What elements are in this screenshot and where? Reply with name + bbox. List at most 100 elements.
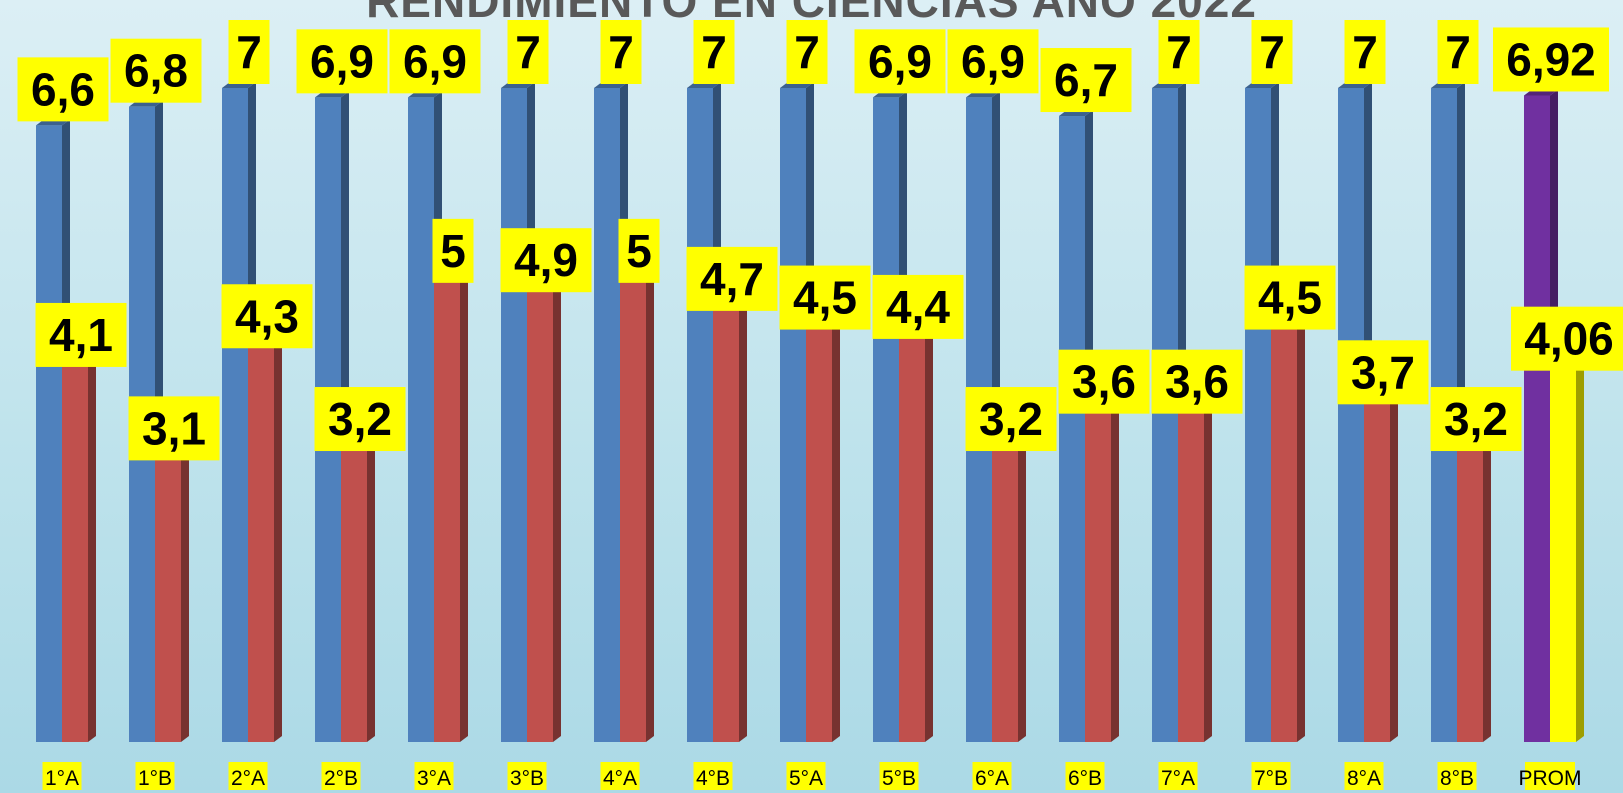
data-label-series1-1-bg (110, 38, 202, 103)
data-label-series1-1: 6,8 (124, 45, 188, 97)
bar-series2-13 (1271, 315, 1305, 742)
category-label-bg-13 (1251, 762, 1291, 790)
data-label-series2-2-bg (221, 284, 313, 349)
data-label-series2-6-bg (618, 218, 660, 283)
data-label-series1-16-bg (1493, 27, 1609, 92)
category-label-bg-1 (135, 762, 175, 790)
category-label-bg-16 (1525, 762, 1575, 790)
data-label-series2-6: 5 (626, 225, 652, 277)
bar-series2-6 (620, 268, 654, 742)
data-label-series2-15: 3,2 (1444, 393, 1508, 445)
category-label-bg-15 (1437, 762, 1477, 790)
bar-series2-11 (1085, 399, 1119, 742)
data-label-series1-2: 7 (236, 26, 262, 78)
bar-series2-12 (1178, 399, 1212, 742)
data-label-series1-0: 6,6 (31, 63, 95, 115)
data-label-series2-11: 3,6 (1072, 356, 1136, 408)
data-label-series2-0: 4,1 (49, 309, 113, 361)
bar-series1-9 (873, 91, 907, 743)
bar-series2-1 (155, 446, 189, 742)
data-label-series1-0-bg (17, 57, 109, 122)
data-label-series1-14: 7 (1352, 26, 1378, 78)
data-label-series2-0-bg (35, 302, 127, 367)
category-label-2: 2°A (231, 767, 265, 790)
data-label-series1-9-bg (854, 29, 946, 94)
data-label-series2-4: 5 (440, 225, 466, 277)
category-label-bg-10 (972, 762, 1012, 790)
data-label-series2-13: 4,5 (1258, 272, 1322, 324)
data-label-series2-7: 4,7 (700, 253, 764, 305)
data-label-series2-7-bg (686, 246, 778, 311)
bar-series2-14 (1364, 390, 1398, 742)
bar-series2-16 (1550, 356, 1584, 742)
data-label-series1-6: 7 (608, 26, 634, 78)
bar-series2-5 (527, 278, 561, 742)
category-label-bg-12 (1158, 762, 1198, 790)
bar-series2-10 (992, 437, 1026, 742)
data-label-series2-10-bg (965, 387, 1057, 452)
category-label-4: 3°A (417, 767, 451, 790)
bar-series2-7 (713, 296, 747, 742)
category-label-bg-4 (414, 762, 454, 790)
data-label-series1-5: 7 (515, 26, 541, 78)
data-label-series2-14-bg (1337, 340, 1429, 405)
data-label-series1-10-bg (947, 29, 1039, 94)
data-label-series1-15-bg (1437, 20, 1479, 84)
data-label-series1-5-bg (507, 20, 549, 84)
category-label-bg-2 (228, 762, 268, 790)
category-label-bg-5 (507, 762, 547, 790)
category-label-7: 4°B (696, 767, 730, 790)
bar-series2-0 (62, 352, 96, 742)
bar-series2-2 (248, 334, 282, 742)
data-label-series2-9: 4,4 (886, 281, 950, 333)
category-label-bg-8 (786, 762, 826, 790)
data-label-series1-11: 6,7 (1054, 54, 1118, 106)
data-label-series1-7: 7 (701, 26, 727, 78)
data-label-series1-2-bg (228, 20, 270, 84)
category-label-15: 8°B (1440, 767, 1474, 790)
category-label-0: 1°A (45, 767, 79, 790)
data-label-series2-5: 4,9 (514, 234, 578, 286)
data-label-series2-16-bg (1511, 306, 1623, 371)
data-label-series2-2: 4,3 (235, 290, 299, 342)
data-label-series2-12: 3,6 (1165, 356, 1229, 408)
bar-series2-3 (341, 437, 375, 742)
data-label-series2-4-bg (432, 218, 474, 283)
category-label-9: 5°B (882, 767, 916, 790)
data-label-series1-10: 6,9 (961, 35, 1025, 87)
data-label-series2-16: 4,06 (1524, 313, 1614, 365)
data-label-series1-4-bg (389, 29, 481, 94)
bar-series2-8 (806, 315, 840, 742)
category-label-bg-11 (1065, 762, 1105, 790)
category-label-5: 3°B (510, 767, 544, 790)
data-label-series2-9-bg (872, 274, 964, 339)
category-label-bg-9 (879, 762, 919, 790)
data-label-series1-8-bg (786, 20, 828, 84)
category-label-11: 6°B (1068, 767, 1102, 790)
data-label-series2-13-bg (1244, 265, 1336, 330)
category-label-bg-3 (321, 762, 361, 790)
data-label-series2-8-bg (779, 265, 871, 330)
data-label-series2-1-bg (128, 396, 220, 461)
data-label-series1-13-bg (1251, 20, 1293, 84)
data-label-series2-10: 3,2 (979, 393, 1043, 445)
data-label-series1-3-bg (296, 29, 388, 94)
category-label-12: 7°A (1161, 767, 1195, 790)
category-label-10: 6°A (975, 767, 1009, 790)
data-label-series1-13: 7 (1259, 26, 1285, 78)
data-label-series2-11-bg (1058, 349, 1150, 414)
category-label-8: 5°A (789, 767, 823, 790)
bar-series2-4 (434, 268, 468, 742)
data-label-series1-6-bg (600, 20, 642, 84)
data-label-series1-16: 6,92 (1506, 33, 1596, 85)
bar-series2-9 (899, 324, 933, 742)
data-label-series2-1: 3,1 (142, 402, 206, 454)
data-label-series2-3: 3,2 (328, 393, 392, 445)
category-label-bg-6 (600, 762, 640, 790)
data-label-series2-8: 4,5 (793, 272, 857, 324)
category-label-14: 8°A (1347, 767, 1381, 790)
data-label-series2-12-bg (1151, 349, 1243, 414)
data-label-series2-3-bg (314, 387, 406, 452)
data-label-series2-5-bg (500, 228, 592, 293)
